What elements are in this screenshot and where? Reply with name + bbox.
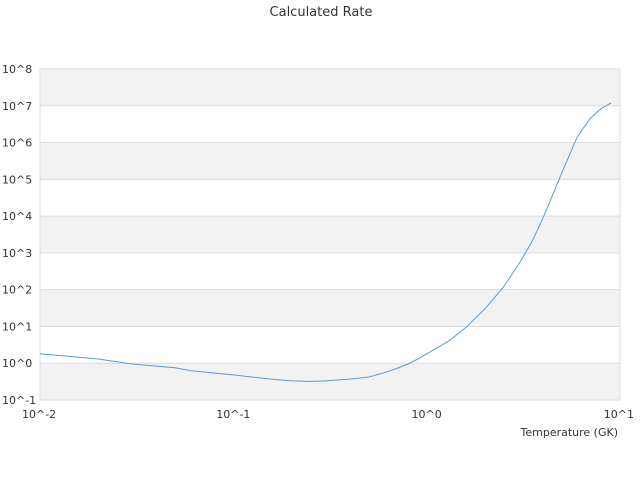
grid-bands [40, 69, 620, 400]
x-tick-label: 10^-2 [22, 408, 56, 421]
series-line [39, 102, 612, 382]
y-tick-labels: 10^-1 10^0 10^1 10^2 10^3 10^4 10^5 10^6 10^7 10^… [2, 63, 36, 407]
grid-band [40, 69, 620, 106]
grid-band [40, 142, 620, 180]
y-tick-label: 10^6 [2, 137, 32, 150]
y-tick-label: 10^3 [2, 247, 32, 260]
y-tick-label: 10^4 [2, 210, 32, 223]
y-tick-label: 10^-1 [2, 394, 36, 407]
grid-band [40, 216, 620, 253]
series-layer [39, 102, 612, 382]
x-tick-label: 10^-1 [216, 408, 250, 421]
x-tick-labels: 10^-2 10^-1 10^0 10^1 [22, 408, 634, 421]
x-tick-label: 10^1 [604, 408, 634, 421]
y-tick-label: 10^7 [2, 100, 32, 113]
y-tick-label: 10^2 [2, 284, 32, 297]
y-tick-label: 10^0 [2, 357, 32, 370]
axes [39, 69, 621, 401]
y-tick-label: 10^1 [2, 320, 32, 333]
grid-lines [40, 68, 620, 401]
chart-title: Calculated Rate [270, 5, 373, 20]
y-tick-label: 10^5 [2, 173, 32, 186]
grid-band [40, 363, 620, 400]
x-axis-title: Temperature (GK) [520, 426, 619, 439]
x-tick-label: 10^0 [412, 408, 442, 421]
grid-band [40, 289, 620, 327]
y-tick-label: 10^8 [2, 63, 32, 76]
